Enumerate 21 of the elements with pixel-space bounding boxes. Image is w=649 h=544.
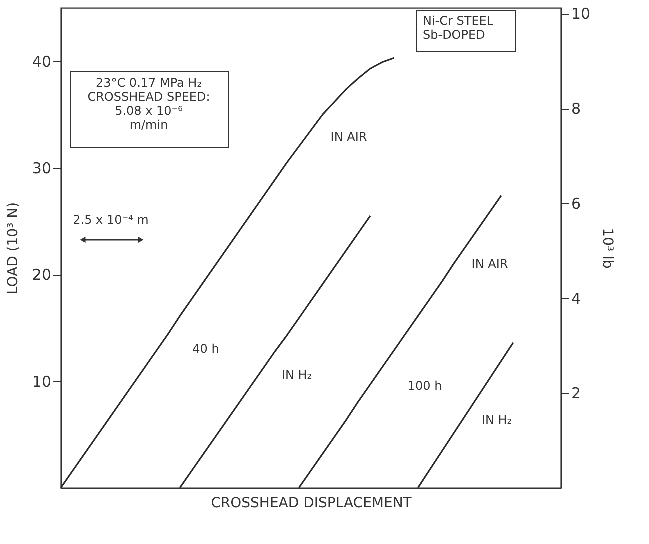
annotation: IN AIR bbox=[330, 130, 368, 144]
y2-tick-label: 6 bbox=[572, 194, 582, 213]
annotation: 23°C 0.17 MPa H₂ CROSSHEAD SPEED: 5.08 x 10⁻⁶ m/min bbox=[88, 76, 210, 132]
y2-tick-label: 10 bbox=[572, 5, 591, 24]
y2-axis-title: 10³ lb bbox=[600, 228, 616, 269]
annotation: 40 h bbox=[192, 342, 220, 356]
x-axis-title: CROSSHEAD DISPLACEMENT bbox=[211, 496, 412, 512]
y2-tick-label: 2 bbox=[572, 384, 582, 403]
annotation: IN AIR bbox=[472, 257, 508, 271]
annotation: 100 h bbox=[408, 379, 442, 393]
y2-tick-label: 4 bbox=[572, 290, 582, 308]
y-tick-label: 40 bbox=[32, 52, 52, 71]
y-tick-label: 30 bbox=[32, 160, 52, 178]
annotation: Ni-Cr STEEL Sb-DOPED bbox=[423, 14, 494, 42]
y-axis-title: LOAD (10³ N) bbox=[5, 202, 22, 295]
annotation: 2.5 x 10⁻⁴ m bbox=[73, 213, 149, 227]
annotation: IN H₂ bbox=[482, 413, 512, 427]
y-tick-label: 10 bbox=[32, 372, 52, 391]
y2-tick-label: 8 bbox=[572, 100, 582, 118]
y-tick-label: 20 bbox=[32, 266, 52, 284]
annotation: IN H₂ bbox=[282, 368, 312, 382]
